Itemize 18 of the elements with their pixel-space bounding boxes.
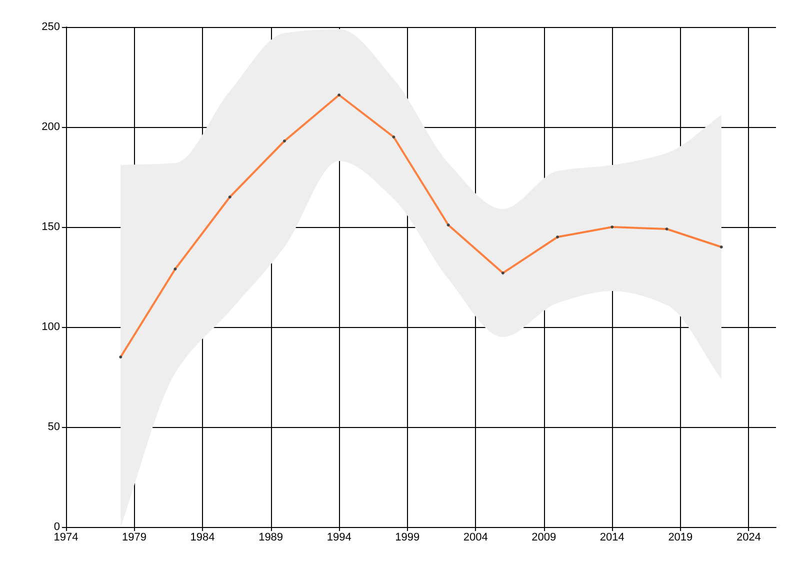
x-tick-label: 1989 — [258, 532, 284, 544]
line-series — [119, 94, 723, 358]
x-tick-label: 1994 — [326, 532, 352, 544]
x-tick-label: 2004 — [463, 532, 488, 544]
y-tick-label: 250 — [42, 21, 60, 33]
y-tick-label: 50 — [48, 421, 60, 433]
y-tick-label: 200 — [42, 121, 60, 133]
x-tick-label: 2009 — [532, 532, 556, 544]
x-tick-label: 2014 — [600, 532, 624, 544]
x-tick-label: 1999 — [395, 532, 420, 544]
x-tick-label: 1979 — [122, 532, 147, 544]
y-tick-label: 0 — [54, 521, 60, 533]
y-tick-label: 100 — [42, 321, 60, 333]
x-tick-label: 1984 — [190, 532, 215, 544]
x-tick-label: 2024 — [736, 532, 761, 544]
x-tick-label: 2019 — [668, 532, 693, 544]
y-tick-label: 150 — [42, 221, 60, 233]
x-tick-label: 1974 — [54, 532, 78, 544]
